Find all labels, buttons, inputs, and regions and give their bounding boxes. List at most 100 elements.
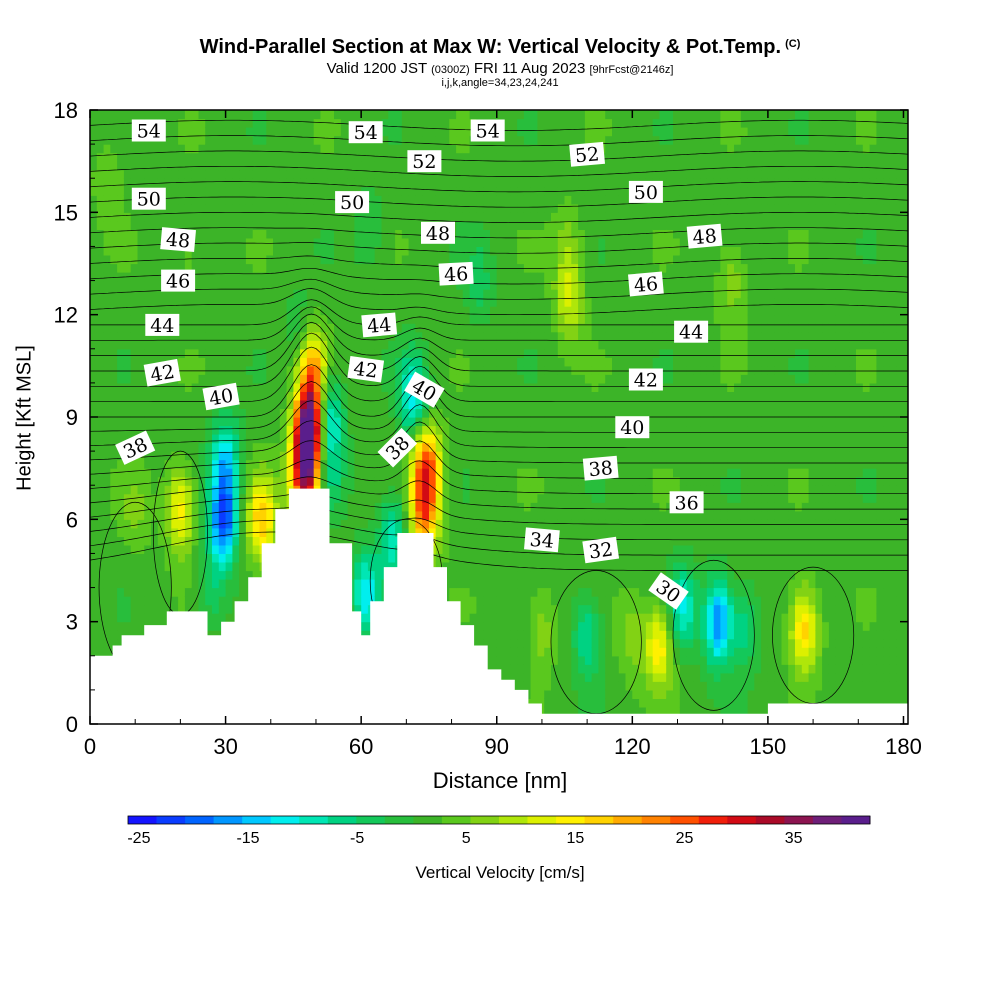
heatmap-cell: [245, 382, 254, 392]
heatmap-cell: [469, 510, 477, 520]
heatmap-cell: [510, 161, 518, 171]
heatmap-cell: [523, 195, 532, 205]
heatmap-cell: [279, 195, 288, 205]
heatmap-cell: [395, 255, 403, 265]
heatmap-cell: [449, 289, 457, 299]
heatmap-cell: [395, 340, 403, 350]
heatmap-cell: [435, 459, 444, 469]
heatmap-cell: [530, 203, 538, 213]
heatmap-cell: [442, 212, 450, 222]
heatmap-cell: [178, 485, 186, 495]
heatmap-cell: [503, 544, 511, 554]
heatmap-cell: [510, 579, 518, 589]
heatmap-cell: [503, 374, 511, 384]
heatmap-cell: [144, 382, 152, 392]
heatmap-cell: [306, 323, 315, 333]
heatmap-cell: [354, 536, 362, 546]
heatmap-cell: [395, 502, 403, 512]
heatmap-cell: [286, 365, 294, 375]
heatmap-cell: [239, 527, 247, 537]
heatmap-cell: [544, 365, 552, 375]
heatmap-cell: [381, 502, 389, 512]
heatmap-cell: [130, 246, 139, 256]
heatmap-cell: [510, 570, 518, 580]
heatmap-cell: [469, 553, 477, 563]
heatmap-cell: [212, 314, 220, 324]
heatmap-cell: [198, 451, 206, 461]
heatmap-cell: [184, 502, 193, 512]
heatmap-cell: [266, 331, 274, 341]
heatmap-cell: [435, 331, 444, 341]
heatmap-cell: [117, 579, 125, 589]
heatmap-cell: [259, 220, 267, 230]
heatmap-cell: [212, 220, 220, 230]
heatmap-cell: [171, 161, 179, 171]
heatmap-cell: [212, 493, 220, 503]
heatmap-cell: [205, 459, 213, 469]
heatmap-cell: [490, 263, 498, 273]
heatmap-cell: [503, 263, 511, 273]
heatmap-cell: [401, 382, 410, 392]
heatmap-cell: [456, 246, 464, 256]
heatmap-cell: [483, 621, 491, 631]
heatmap-cell: [266, 289, 274, 299]
heatmap-cell: [144, 579, 152, 589]
heatmap-cell: [388, 186, 396, 196]
heatmap-cell: [503, 664, 511, 674]
heatmap-cell: [144, 527, 152, 537]
heatmap-cell: [517, 536, 525, 546]
heatmap-cell: [157, 553, 166, 563]
heatmap-cell: [401, 255, 410, 265]
heatmap-cell: [218, 331, 227, 341]
heatmap-cell: [259, 195, 267, 205]
heatmap-cell: [205, 485, 213, 495]
heatmap-cell: [476, 425, 484, 435]
heatmap-cell: [374, 493, 383, 503]
heatmap-cell: [184, 451, 193, 461]
heatmap-cell: [422, 365, 430, 375]
heatmap-cell: [523, 161, 532, 171]
heatmap-cell: [530, 562, 538, 572]
heatmap-cell: [523, 681, 532, 691]
heatmap-cell: [212, 357, 220, 367]
heatmap-cell: [503, 579, 511, 589]
heatmap-cell: [340, 212, 349, 222]
heatmap-cell: [490, 570, 498, 580]
heatmap-cell: [469, 502, 477, 512]
heatmap-cell: [123, 110, 132, 120]
heatmap-cell: [171, 570, 179, 580]
heatmap-cell: [408, 178, 416, 188]
heatmap-cell: [435, 178, 444, 188]
heatmap-cell: [415, 502, 423, 512]
heatmap-cell: [395, 272, 403, 282]
heatmap-cell: [178, 408, 186, 418]
heatmap-cell: [435, 340, 444, 350]
heatmap-cell: [320, 152, 328, 162]
heatmap-cell: [96, 340, 105, 350]
heatmap-cell: [239, 374, 247, 384]
heatmap-cell: [130, 399, 139, 409]
heatmap-cell: [374, 382, 383, 392]
heatmap-cell: [225, 365, 233, 375]
heatmap-cell: [103, 246, 111, 256]
heatmap-cell: [232, 152, 240, 162]
heatmap-cell: [327, 314, 335, 324]
heatmap-cell: [469, 280, 477, 290]
heatmap-cell: [435, 186, 444, 196]
heatmap-cell: [225, 272, 233, 282]
heatmap-cell: [130, 263, 139, 273]
heatmap-cell: [144, 587, 152, 597]
heatmap-cell: [130, 297, 139, 307]
heatmap-cell: [510, 493, 518, 503]
heatmap-cell: [510, 417, 518, 427]
heatmap-cell: [429, 493, 437, 503]
heatmap-cell: [157, 502, 166, 512]
heatmap-cell: [259, 510, 267, 520]
heatmap-cell: [245, 178, 254, 188]
heatmap-cell: [96, 476, 105, 486]
heatmap-cell: [374, 306, 383, 316]
heatmap-cell: [293, 459, 301, 469]
heatmap-cell: [164, 493, 172, 503]
heatmap-cell: [151, 596, 159, 606]
heatmap-cell: [544, 621, 552, 631]
